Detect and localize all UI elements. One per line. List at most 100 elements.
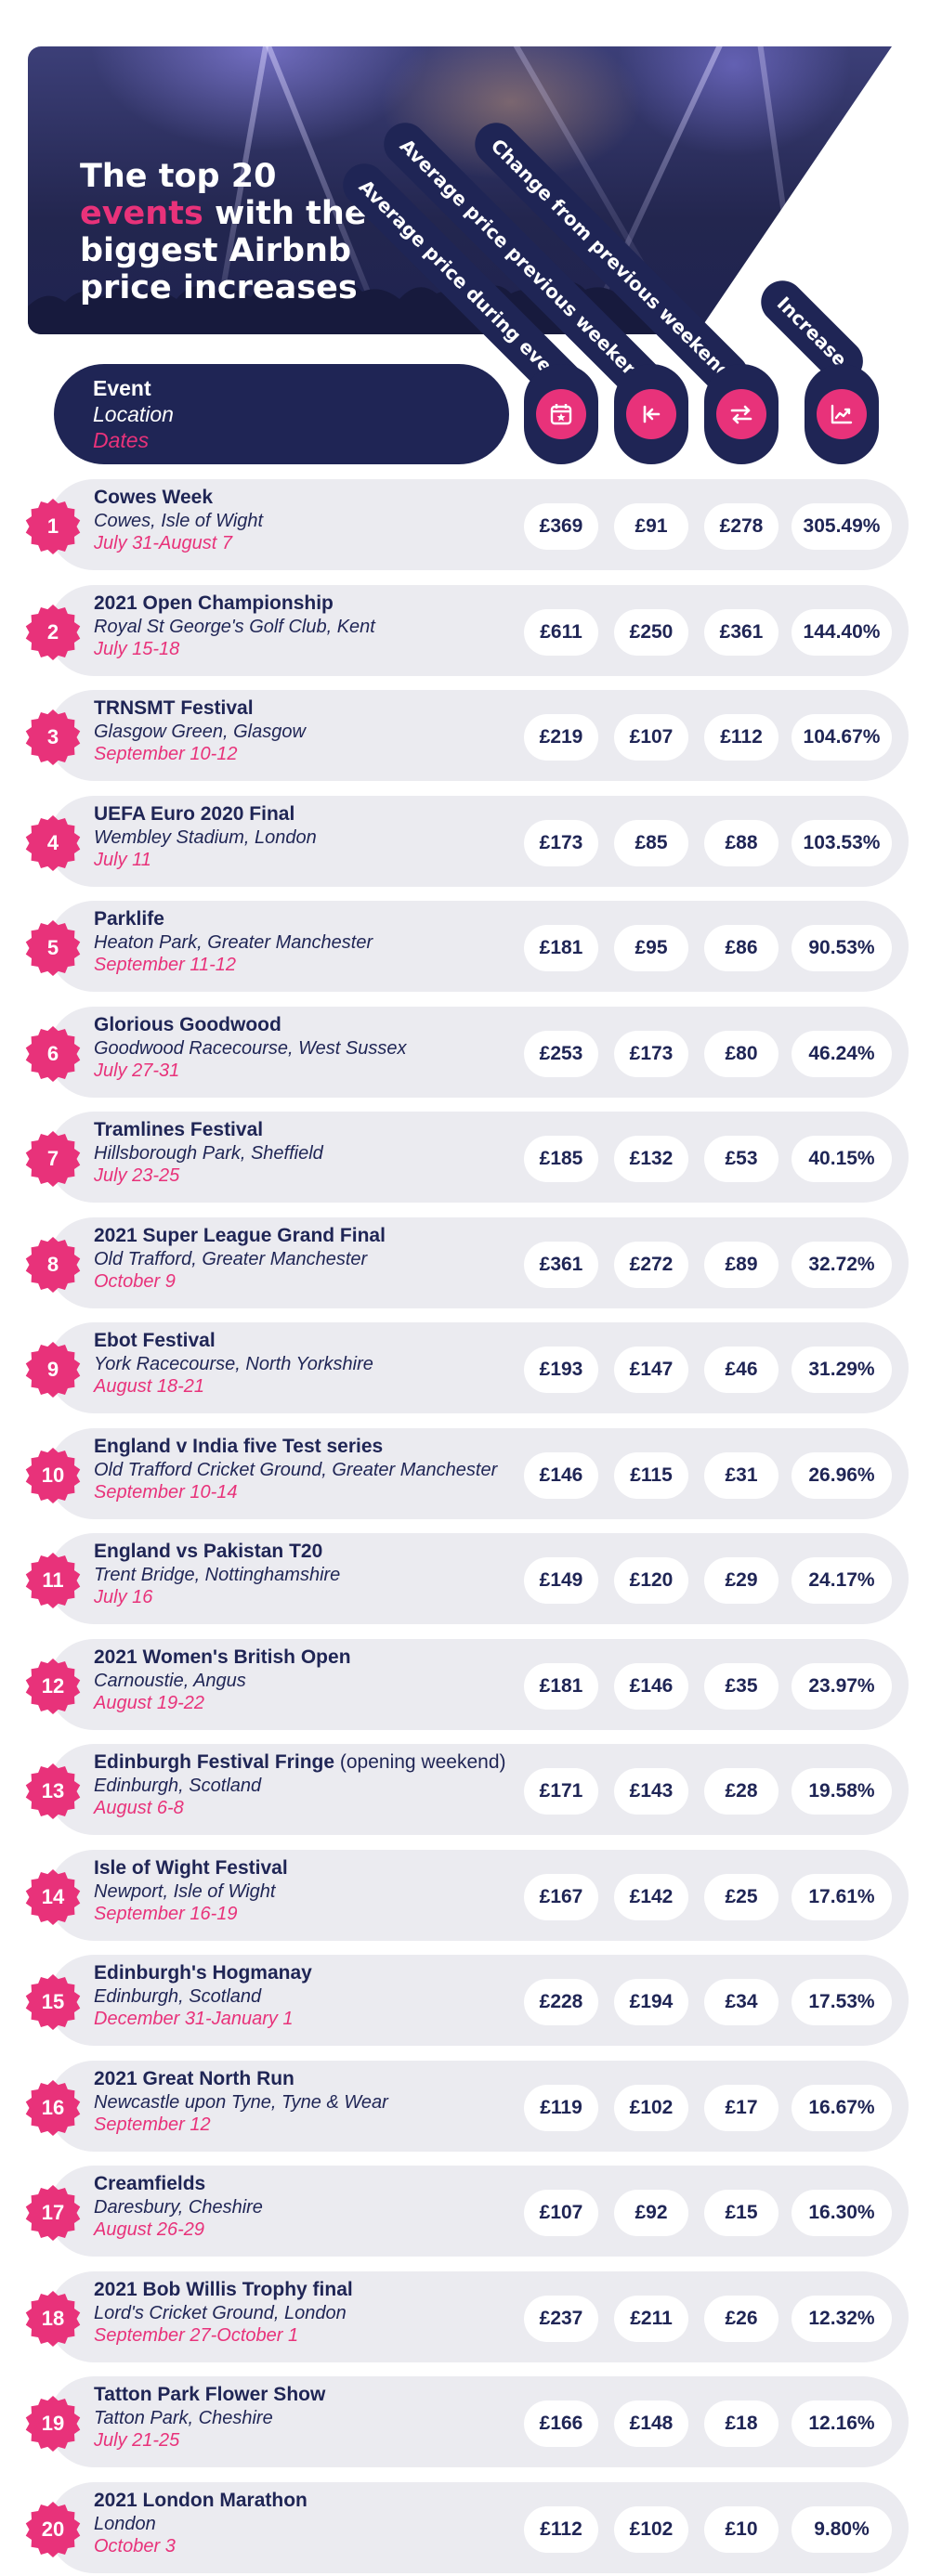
- event-name-line: Tramlines Festival: [94, 1118, 521, 1142]
- rank-number: 16: [41, 2095, 65, 2119]
- event-info: Glorious Goodwood Goodwood Racecourse, W…: [94, 1013, 521, 1082]
- price-previous: £91: [614, 503, 688, 550]
- event-info: Tramlines Festival Hillsborough Park, Sh…: [94, 1118, 521, 1187]
- price-during: £149: [524, 1557, 598, 1604]
- event-name: England v India five Test series: [94, 1435, 384, 1457]
- header-event: Event: [93, 376, 151, 400]
- event-name-line: 2021 Open Championship: [94, 592, 521, 616]
- table-header: Event Location Dates: [54, 364, 509, 464]
- event-dates: October 3: [94, 2535, 176, 2556]
- price-during: £611: [524, 608, 598, 656]
- event-location: Cowes, Isle of Wight: [94, 511, 264, 531]
- price-increase: 23.97%: [792, 1662, 892, 1710]
- rank-number: 1: [46, 514, 59, 538]
- table-row: 10 England v India five Test series Old …: [0, 1425, 929, 1529]
- table-row: 15 Edinburgh's Hogmanay Edinburgh, Scotl…: [0, 1951, 929, 2056]
- price-increase: 144.40%: [792, 608, 892, 656]
- event-info: 2021 London Marathon London October 3: [94, 2489, 521, 2557]
- column-icon-increase: [805, 364, 879, 464]
- column-icon-during: [524, 364, 598, 464]
- price-increase: 12.32%: [792, 2295, 892, 2342]
- event-info: Isle of Wight Festival Newport, Isle of …: [94, 1856, 521, 1925]
- event-dates: December 31-January 1: [94, 2009, 294, 2029]
- price-during: £369: [524, 503, 598, 550]
- rank-badge-shape: [25, 1658, 81, 1714]
- event-dates: August 19-22: [94, 1692, 204, 1713]
- event-name-line: 2021 London Marathon: [94, 2489, 521, 2513]
- rank-badge-shape: [25, 1974, 81, 2030]
- event-location: Edinburgh, Scotland: [94, 1776, 262, 1796]
- page-title: The top 20 events with the biggest Airbn…: [80, 158, 386, 306]
- event-location: Royal St George's Golf Club, Kent: [94, 616, 375, 637]
- price-change: £29: [704, 1557, 779, 1604]
- rank-badge: 4: [25, 814, 81, 871]
- event-name: 2021 Great North Run: [94, 2067, 294, 2089]
- event-name: 2021 Super League Grand Final: [94, 1224, 386, 1246]
- event-name-line: 2021 Women's British Open: [94, 1646, 521, 1670]
- title-line: price increases: [80, 269, 358, 306]
- event-dates: July 21-25: [94, 2430, 180, 2451]
- event-info: England v India five Test series Old Tra…: [94, 1435, 521, 1503]
- rank-badge: 1: [25, 499, 81, 554]
- price-change: £18: [704, 2400, 779, 2447]
- rank-badge-shape: [25, 709, 81, 765]
- price-previous: £102: [614, 2505, 688, 2553]
- price-during: £219: [524, 714, 598, 761]
- rank-number: 11: [42, 1568, 64, 1592]
- price-previous: £92: [614, 2190, 688, 2236]
- event-name: Cowes Week: [94, 487, 213, 508]
- event-name: Glorious Goodwood: [94, 1013, 281, 1035]
- event-dates: July 31-August 7: [94, 533, 232, 553]
- rank-badge: 2: [25, 604, 81, 660]
- price-increase: 104.67%: [792, 714, 892, 761]
- price-change: £35: [704, 1662, 779, 1710]
- event-info: Edinburgh Festival Fringe (opening weeke…: [94, 1750, 521, 1819]
- rank-badge: 12: [25, 1658, 81, 1714]
- price-during: £167: [524, 1873, 598, 1920]
- price-during: £181: [524, 925, 598, 971]
- event-info: 2021 Great North Run Newcastle upon Tyne…: [94, 2067, 521, 2136]
- rank-number: 17: [41, 2201, 65, 2224]
- event-location: Tatton Park, Cheshire: [94, 2408, 273, 2428]
- price-during: £119: [524, 2084, 598, 2131]
- column-icon-previous: [614, 364, 688, 464]
- price-increase: 16.67%: [792, 2084, 892, 2131]
- event-name: 2021 Open Championship: [94, 592, 334, 614]
- event-name: TRNSMT Festival: [94, 697, 254, 719]
- event-location: Old Trafford, Greater Manchester: [94, 1248, 368, 1269]
- rank-badge: 7: [25, 1131, 81, 1187]
- event-dates: September 11-12: [94, 955, 237, 975]
- event-name: Tramlines Festival: [94, 1119, 264, 1140]
- rank-number: 19: [41, 2412, 65, 2435]
- event-info: 2021 Bob Willis Trophy final Lord's Cric…: [94, 2278, 521, 2347]
- event-name-line: Edinburgh's Hogmanay: [94, 1961, 521, 1985]
- rank-badge-shape: [25, 2290, 81, 2347]
- table-row: 14 Isle of Wight Festival Newport, Isle …: [0, 1846, 929, 1951]
- table-row: 8 2021 Super League Grand Final Old Traf…: [0, 1214, 929, 1319]
- event-dates: August 18-21: [94, 1376, 204, 1397]
- event-name: Edinburgh Festival Fringe: [94, 1751, 335, 1773]
- rank-number: 9: [46, 1358, 59, 1381]
- rank-badge-shape: [25, 2079, 81, 2136]
- event-location: Trent Bridge, Nottinghamshire: [94, 1565, 341, 1585]
- price-change: £361: [704, 608, 779, 656]
- price-change: £80: [704, 1030, 779, 1077]
- arrow-back-icon: [626, 389, 676, 439]
- event-dates: July 27-31: [94, 1060, 180, 1081]
- event-name-line: Edinburgh Festival Fringe (opening weeke…: [94, 1750, 521, 1775]
- rank-badge: 8: [25, 1236, 81, 1293]
- event-location: Lord's Cricket Ground, London: [94, 2302, 347, 2323]
- rank-badge: 20: [25, 2501, 81, 2557]
- event-name-line: Tatton Park Flower Show: [94, 2383, 521, 2407]
- price-change: £28: [704, 1768, 779, 1815]
- price-increase: 103.53%: [792, 819, 892, 866]
- rank-number: 20: [41, 2517, 65, 2541]
- price-previous: £132: [614, 1136, 688, 1182]
- event-dates: September 10-14: [94, 1481, 238, 1503]
- event-name: Ebot Festival: [94, 1330, 216, 1351]
- price-during: £181: [524, 1662, 598, 1710]
- event-dates: September 10-12: [94, 744, 238, 764]
- event-name-line: 2021 Great North Run: [94, 2067, 521, 2091]
- table-row: 11 England vs Pakistan T20 Trent Bridge,…: [0, 1529, 929, 1634]
- price-change: £17: [704, 2084, 779, 2131]
